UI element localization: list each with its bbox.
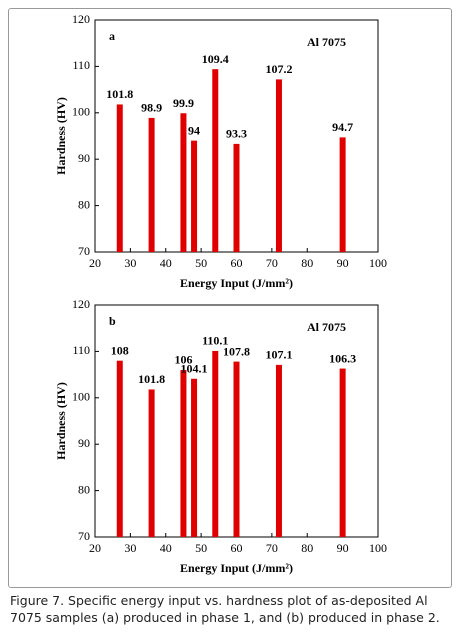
y-tick-label: 70 [78, 244, 90, 258]
bar [233, 361, 240, 537]
data-label: 106 [174, 353, 192, 367]
bar [180, 113, 187, 252]
bar [191, 378, 198, 537]
bar [339, 368, 346, 537]
data-label: 104.1 [181, 362, 208, 376]
x-tick-label: 40 [160, 256, 172, 270]
x-axis-label: Energy Input (J/mm²) [180, 561, 293, 575]
x-tick-label: 60 [231, 541, 243, 555]
y-tick-label: 120 [72, 12, 90, 26]
bar [180, 369, 187, 537]
x-tick-label: 60 [231, 256, 243, 270]
y-tick-label: 80 [78, 197, 90, 211]
data-label: 107.2 [265, 62, 292, 76]
bar [275, 364, 282, 537]
y-tick-label: 90 [78, 151, 90, 165]
data-label: 101.8 [106, 87, 133, 101]
data-label: 108 [111, 343, 129, 357]
data-label: 107.1 [265, 348, 292, 362]
annotation: Al 7075 [307, 320, 346, 334]
x-tick-label: 20 [89, 256, 101, 270]
y-tick-label: 90 [78, 436, 90, 450]
x-tick-label: 50 [195, 541, 207, 555]
chart: 70 80 90 100 110 120 20 30 40 50 60 70 80 90 100 Energy… [54, 12, 387, 575]
x-tick-label: 30 [124, 256, 136, 270]
x-tick-label: 90 [337, 256, 349, 270]
y-tick-label: 120 [72, 297, 90, 311]
x-tick-label: 80 [301, 256, 313, 270]
x-tick-label: 90 [337, 541, 349, 555]
data-label: 107.8 [223, 344, 250, 358]
caption: Figure 7. Specific energy input vs. hard… [10, 593, 440, 625]
y-tick-label: 110 [72, 58, 90, 72]
data-label: 99.9 [173, 96, 194, 110]
y-tick-label: 70 [78, 529, 90, 543]
x-tick-label: 20 [89, 541, 101, 555]
y-tick-label: 110 [72, 343, 90, 357]
data-label: 98.9 [141, 101, 162, 115]
y-axis-label: Hardness (HV) [54, 382, 68, 460]
annotation: Al 7075 [307, 35, 346, 49]
x-tick-label: 70 [266, 541, 278, 555]
x-tick-label: 30 [124, 541, 136, 555]
y-axis-label: Hardness (HV) [54, 97, 68, 175]
data-label: 101.8 [138, 372, 165, 386]
x-tick-label: 80 [301, 541, 313, 555]
x-tick-label: 100 [369, 256, 387, 270]
bar [116, 360, 123, 537]
data-label: 94 [188, 123, 200, 137]
bar [148, 389, 155, 537]
bar [212, 69, 219, 253]
data-label: 110.1 [202, 334, 228, 348]
data-label: 106.3 [329, 351, 356, 365]
bar [148, 117, 155, 253]
bar [212, 350, 219, 537]
bar [233, 143, 240, 252]
bar [275, 79, 282, 252]
panel-label: b [109, 314, 116, 328]
data-label: 93.3 [226, 127, 247, 141]
bar [339, 137, 346, 252]
bar [116, 104, 123, 252]
panel-label: a [109, 29, 115, 43]
data-label: 94.7 [332, 120, 353, 134]
y-tick-label: 100 [72, 105, 90, 119]
y-tick-label: 100 [72, 390, 90, 404]
y-tick-label: 80 [78, 482, 90, 496]
x-tick-label: 70 [266, 256, 278, 270]
figure-frame [8, 8, 452, 588]
x-axis-label: Energy Input (J/mm²) [180, 276, 293, 290]
bar [191, 140, 198, 252]
x-tick-label: 50 [195, 256, 207, 270]
x-tick-label: 100 [369, 541, 387, 555]
x-tick-label: 40 [160, 541, 172, 555]
data-label: 109.4 [202, 52, 229, 66]
